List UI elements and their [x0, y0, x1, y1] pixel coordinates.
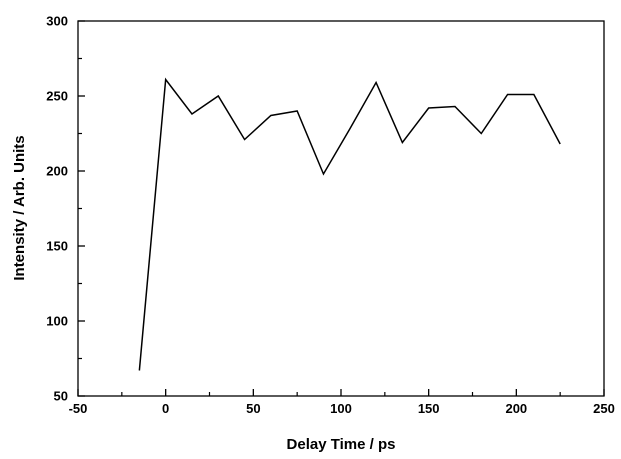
- y-tick-label: 100: [46, 314, 68, 329]
- x-axis-title: Delay Time / ps: [287, 436, 396, 453]
- y-tick-label: 50: [54, 389, 68, 404]
- y-tick-label: 300: [46, 14, 68, 29]
- x-tick-label: 150: [418, 401, 440, 416]
- y-axis-title: Intensity / Arb. Units: [11, 135, 28, 280]
- x-axis-ticks: -50 0 50 100 150 200 250: [69, 389, 615, 416]
- x-tick-label: 250: [593, 401, 615, 416]
- y-tick-label: 200: [46, 164, 68, 179]
- x-tick-label: 100: [330, 401, 352, 416]
- series-line: [139, 80, 560, 371]
- y-axis-ticks: 50 100 150 200 250 300: [46, 14, 85, 404]
- series-layer: [139, 79, 560, 370]
- y-tick-label: 250: [46, 89, 68, 104]
- y-tick-label: 150: [46, 239, 68, 254]
- x-tick-label: -50: [69, 401, 88, 416]
- x-tick-label: 200: [505, 401, 527, 416]
- x-tick-label: 50: [246, 401, 260, 416]
- plot-frame: [78, 21, 604, 396]
- x-tick-label: 0: [162, 401, 169, 416]
